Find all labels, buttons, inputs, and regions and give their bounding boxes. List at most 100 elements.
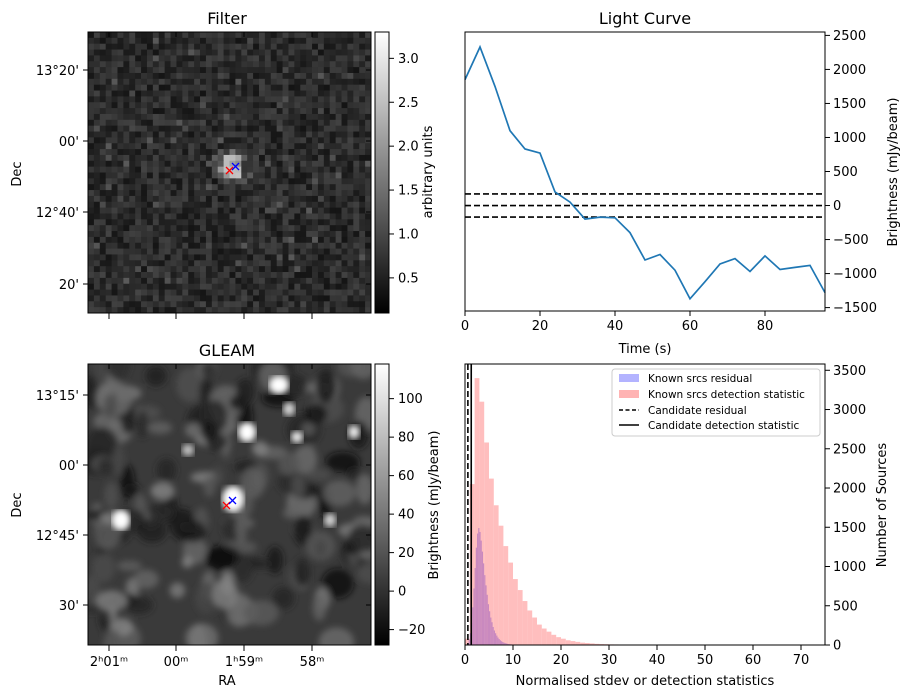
filter-ylabel: Dec xyxy=(10,161,25,186)
residual-bar xyxy=(491,622,493,645)
residual-bar xyxy=(497,637,499,645)
bright-source xyxy=(324,513,336,527)
detection-bar xyxy=(465,638,470,645)
residual-bar xyxy=(474,568,476,645)
residual-bar xyxy=(477,533,479,645)
bright-source xyxy=(291,431,303,443)
bright-source xyxy=(222,486,244,512)
lightcurve-ytick-label: 1000 xyxy=(833,131,866,146)
detection-bar xyxy=(585,643,590,645)
blue-x-marker xyxy=(231,162,240,171)
gleam-xlabel: RA xyxy=(218,674,236,689)
filter-markers xyxy=(225,162,240,175)
filter-y-ticks: 13°20' 00' 12°40' 20' xyxy=(36,32,371,319)
residual-bar xyxy=(496,635,498,645)
detection-bar xyxy=(561,638,566,645)
detection-bar xyxy=(498,525,504,645)
gleam-ytick-label: 30' xyxy=(59,599,79,614)
histogram-legend: Known srcs residual Known srcs detection… xyxy=(611,368,821,437)
residual-bar xyxy=(475,547,477,645)
filter-colorbar: 0.5 1.0 1.5 2.0 2.5 3.0 arbitrary units xyxy=(374,31,436,314)
detection-bar xyxy=(546,631,552,645)
gleam-ticks: 13°15' 00' 12°45' 30' 2ʰ01ᵐ 00ᵐ 1ʰ59ᵐ 58… xyxy=(36,364,371,670)
residual-bar xyxy=(478,528,480,645)
lightcurve-ytick-label: 1500 xyxy=(833,97,866,112)
residual-bar xyxy=(499,640,501,645)
filter-ytick-label: 13°20' xyxy=(36,64,79,79)
residual-bar xyxy=(483,563,485,645)
lightcurve-xtick-label: 40 xyxy=(607,319,624,334)
detection-bar xyxy=(522,601,528,645)
colorbar-tick-label: 2.0 xyxy=(398,140,419,155)
filter-frame xyxy=(87,31,372,314)
colorbar-tick-label: 0 xyxy=(398,585,406,600)
residual-bar xyxy=(504,643,506,645)
lightcurve-ytick-label: 2500 xyxy=(833,29,866,44)
gleam-xtick-label: 00ᵐ xyxy=(164,655,189,670)
lightcurve-xtick-label: 60 xyxy=(682,319,699,334)
histogram-xtick-label: 10 xyxy=(505,653,522,668)
histogram-ytick-label: 500 xyxy=(833,599,858,614)
lightcurve-frame xyxy=(464,31,826,312)
histogram-xlabel: Normalised stdev or detection statistics xyxy=(516,674,775,689)
histogram-panel: 0 10 20 30 40 50 60 70 0 500 1000 1500 2000 2500 3000 3… xyxy=(461,363,890,689)
residual-bar xyxy=(492,626,494,645)
lightcurve-ytick-label: 500 xyxy=(833,165,858,180)
legend-swatch-detection xyxy=(619,390,639,398)
histogram-ytick-label: 2500 xyxy=(833,442,866,457)
filter-title: Filter xyxy=(207,9,247,28)
gleam-colorbar: −20 0 20 40 60 80 100 Brightness (mJy/beam) xyxy=(374,363,442,646)
colorbar-tick-label: 20 xyxy=(398,546,415,561)
legend-label: Known srcs residual xyxy=(648,373,752,385)
colorbar-tick-label: 1.0 xyxy=(398,227,419,242)
histogram-xtick-label: 0 xyxy=(461,653,469,668)
lightcurve-xtick-label: 20 xyxy=(532,319,549,334)
legend-box xyxy=(611,368,821,437)
gleam-image xyxy=(88,364,371,645)
gleam-xtick-label: 1ʰ59ᵐ xyxy=(225,655,263,670)
detection-bar xyxy=(513,579,518,645)
residual-bar xyxy=(495,633,497,645)
gleam-panel: GLEAM xyxy=(10,341,442,689)
histogram-xtick-label: 70 xyxy=(793,653,810,668)
filter-panel: Filter 13°20' 00' 12°40' 20' Dec xyxy=(10,9,436,319)
residual-bar xyxy=(484,575,486,645)
histogram-ytick-label: 1000 xyxy=(833,560,866,575)
colorbar-tick-label: 1.5 xyxy=(398,184,419,199)
filter-ytick-label: 00' xyxy=(59,135,79,150)
gleam-ytick-label: 13°15' xyxy=(36,389,79,404)
detection-bar xyxy=(508,562,513,645)
gleam-frame xyxy=(87,363,372,646)
histogram-ytick-label: 1500 xyxy=(833,521,866,536)
detection-bar xyxy=(479,401,485,645)
histogram-ytick-label: 0 xyxy=(833,639,841,654)
histogram-xtick-label: 30 xyxy=(601,653,618,668)
filter-heatmap xyxy=(88,32,372,314)
histogram-ytick-label: 2000 xyxy=(833,482,866,497)
bright-source xyxy=(112,510,130,530)
residual-bar xyxy=(480,540,482,645)
detection-bar xyxy=(474,378,480,645)
bright-source xyxy=(348,425,360,439)
residual-bar xyxy=(502,642,504,645)
residual-bar xyxy=(468,639,470,645)
lightcurve-ylabel: Brightness (mJy/beam) xyxy=(886,98,901,247)
residual-bar xyxy=(479,531,481,645)
lightcurve-ytick-label: 2000 xyxy=(833,63,866,78)
residual-bar xyxy=(507,643,509,645)
histogram-xtick-label: 60 xyxy=(745,653,762,668)
histogram-xtick-label: 20 xyxy=(553,653,570,668)
lightcurve-ytick-label: −1000 xyxy=(833,267,877,282)
detection-bar xyxy=(489,478,494,645)
gleam-markers xyxy=(222,496,237,510)
detection-bar xyxy=(469,484,475,645)
detection-bar xyxy=(565,640,571,645)
residual-bar xyxy=(493,630,495,645)
gleam-ytick-label: 00' xyxy=(59,459,79,474)
legend-label: Known srcs detection statistic xyxy=(648,389,805,401)
red-x-marker xyxy=(222,501,231,510)
residual-bar xyxy=(481,551,483,645)
detection-bar xyxy=(570,641,576,645)
colorbar-tick-label: 80 xyxy=(398,431,415,446)
